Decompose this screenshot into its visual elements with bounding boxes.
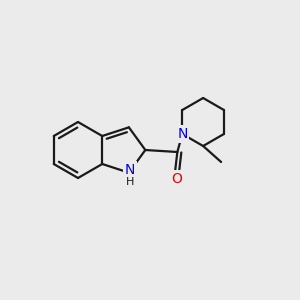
Text: O: O [171, 172, 182, 186]
Text: N: N [125, 163, 135, 177]
Text: N: N [177, 127, 188, 141]
Text: H: H [126, 177, 134, 187]
